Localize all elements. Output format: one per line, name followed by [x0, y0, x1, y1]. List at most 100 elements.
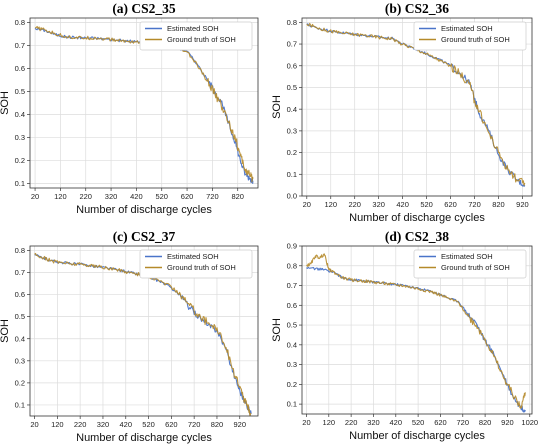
y-tick-label: 0.5: [15, 87, 25, 96]
y-tick-label: 0.1: [15, 401, 25, 410]
y-axis-label: SOH: [271, 95, 283, 119]
y-tick-label: 0.4: [287, 340, 297, 349]
x-tick-label: 320: [372, 200, 385, 209]
x-tick-label: 120: [51, 420, 64, 429]
x-tick-label: 620: [165, 420, 178, 429]
y-tick-label: 0.2: [15, 156, 25, 165]
y-axis-label: SOH: [0, 91, 11, 115]
panel-title: (a) CS2_35: [112, 1, 176, 16]
chart-panel-3: (c) CS2_37 20 120 220 320 420 520 620 720 820 920 0…: [0, 229, 259, 444]
x-tick-label: 120: [323, 418, 336, 427]
y-tick-label: 0.5: [287, 321, 297, 330]
x-tick-label: 520: [412, 418, 425, 427]
panel-title: (c) CS2_37: [113, 229, 176, 244]
y-tick-label: 0.8: [287, 261, 297, 270]
legend-label: Ground truth of SOH: [167, 35, 236, 44]
y-tick-label: 0.3: [15, 133, 25, 142]
x-tick-label: 420: [396, 200, 409, 209]
x-tick-label: 820: [231, 192, 244, 201]
y-tick-label: 0.2: [15, 378, 25, 387]
y-tick-label: 0.1: [287, 400, 297, 409]
x-tick-label: 720: [468, 200, 481, 209]
x-tick-label: 720: [206, 192, 219, 201]
x-tick-label: 520: [420, 200, 433, 209]
y-tick-label: 0.4: [15, 110, 25, 119]
y-tick-label: 0.6: [15, 290, 25, 299]
y-tick-label: 0.1: [287, 170, 297, 179]
y-tick-label: 0.2: [287, 148, 297, 157]
x-tick-label: 220: [79, 192, 92, 201]
y-tick-label: 0.9: [287, 242, 297, 251]
x-tick-label: 820: [479, 418, 492, 427]
x-tick-label: 820: [492, 200, 505, 209]
x-axis-label: Number of discharge cycles: [349, 430, 485, 442]
legend-label: Ground truth of SOH: [441, 35, 510, 44]
y-tick-label: 0.6: [15, 64, 25, 73]
x-tick-label: 1020: [521, 418, 538, 427]
y-tick-label: 0.3: [15, 356, 25, 365]
legend-box: [413, 21, 527, 51]
x-axis-label: Number of discharge cycles: [349, 212, 485, 224]
series-line-ground-truth: [306, 22, 526, 186]
legend: Estimated SOH Ground truth of SOH: [413, 21, 527, 51]
panel-title: (d) CS2_38: [385, 229, 449, 244]
panel-title: (b) CS2_36: [385, 1, 449, 16]
series-line-ground-truth: [306, 253, 526, 409]
chart-panel-4: (d) CS2_38 20 120 220 320 420 520 620 720 820 920 1…: [271, 229, 538, 442]
x-tick-label: 220: [345, 418, 358, 427]
y-tick-label: 0.7: [287, 40, 297, 49]
x-tick-label: 320: [97, 420, 110, 429]
legend-box: [139, 21, 253, 51]
x-axis-label: Number of discharge cycles: [76, 204, 212, 216]
chart-panel-1: (a) CS2_35 20 120 220 320 420 520 620 720 820 0.1 0…: [0, 1, 259, 216]
legend-label: Estimated SOH: [167, 252, 219, 261]
y-tick-label: 0.6: [287, 301, 297, 310]
y-tick-label: 0.4: [15, 334, 25, 343]
x-tick-label: 20: [31, 192, 39, 201]
x-tick-label: 220: [74, 420, 87, 429]
legend-label: Estimated SOH: [167, 24, 219, 33]
y-tick-label: 0.0: [287, 192, 297, 201]
y-tick-label: 0.4: [287, 105, 297, 114]
x-axis-label: Number of discharge cycles: [76, 432, 212, 444]
x-tick-label: 320: [105, 192, 118, 201]
y-tick-label: 0.8: [287, 18, 297, 27]
x-tick-label: 320: [367, 418, 380, 427]
x-tick-label: 620: [434, 418, 447, 427]
y-axis-label: SOH: [0, 319, 11, 343]
y-tick-label: 0.3: [287, 360, 297, 369]
x-tick-label: 120: [54, 192, 67, 201]
legend: Estimated SOH Ground truth of SOH: [413, 249, 527, 279]
y-tick-label: 0.2: [287, 380, 297, 389]
legend-box: [413, 249, 527, 279]
legend: Estimated SOH Ground truth of SOH: [139, 249, 253, 279]
y-tick-label: 0.3: [287, 126, 297, 135]
plot-frame: [29, 245, 259, 417]
x-tick-label: 20: [302, 418, 310, 427]
y-tick-label: 0.1: [15, 179, 25, 188]
x-tick-label: 520: [142, 420, 155, 429]
legend: Estimated SOH Ground truth of SOH: [139, 21, 253, 51]
x-tick-label: 420: [120, 420, 133, 429]
legend-label: Ground truth of SOH: [441, 263, 510, 272]
x-tick-label: 920: [501, 418, 514, 427]
x-tick-label: 720: [457, 418, 470, 427]
x-tick-label: 920: [234, 420, 247, 429]
y-tick-label: 0.8: [15, 246, 25, 255]
legend-label: Estimated SOH: [441, 24, 493, 33]
plot-frame: [301, 17, 533, 197]
y-axis-label: SOH: [271, 318, 283, 342]
x-tick-label: 920: [516, 200, 529, 209]
legend-label: Ground truth of SOH: [167, 263, 236, 272]
x-tick-label: 20: [30, 420, 38, 429]
x-tick-label: 720: [188, 420, 201, 429]
x-tick-label: 620: [181, 192, 194, 201]
x-tick-label: 220: [348, 200, 361, 209]
y-tick-label: 0.6: [287, 61, 297, 70]
y-tick-label: 0.7: [287, 281, 297, 290]
x-tick-label: 620: [444, 200, 457, 209]
x-tick-label: 420: [390, 418, 403, 427]
y-tick-label: 0.8: [15, 18, 25, 27]
x-tick-label: 820: [211, 420, 224, 429]
